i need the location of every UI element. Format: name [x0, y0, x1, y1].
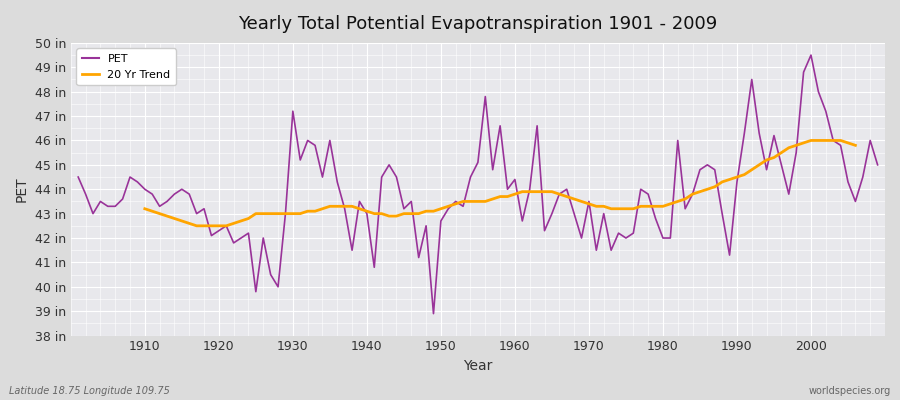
Y-axis label: PET: PET	[15, 176, 29, 202]
X-axis label: Year: Year	[464, 359, 492, 373]
Title: Yearly Total Potential Evapotranspiration 1901 - 2009: Yearly Total Potential Evapotranspiratio…	[238, 15, 717, 33]
Legend: PET, 20 Yr Trend: PET, 20 Yr Trend	[76, 48, 176, 85]
Text: Latitude 18.75 Longitude 109.75: Latitude 18.75 Longitude 109.75	[9, 386, 170, 396]
Text: worldspecies.org: worldspecies.org	[809, 386, 891, 396]
